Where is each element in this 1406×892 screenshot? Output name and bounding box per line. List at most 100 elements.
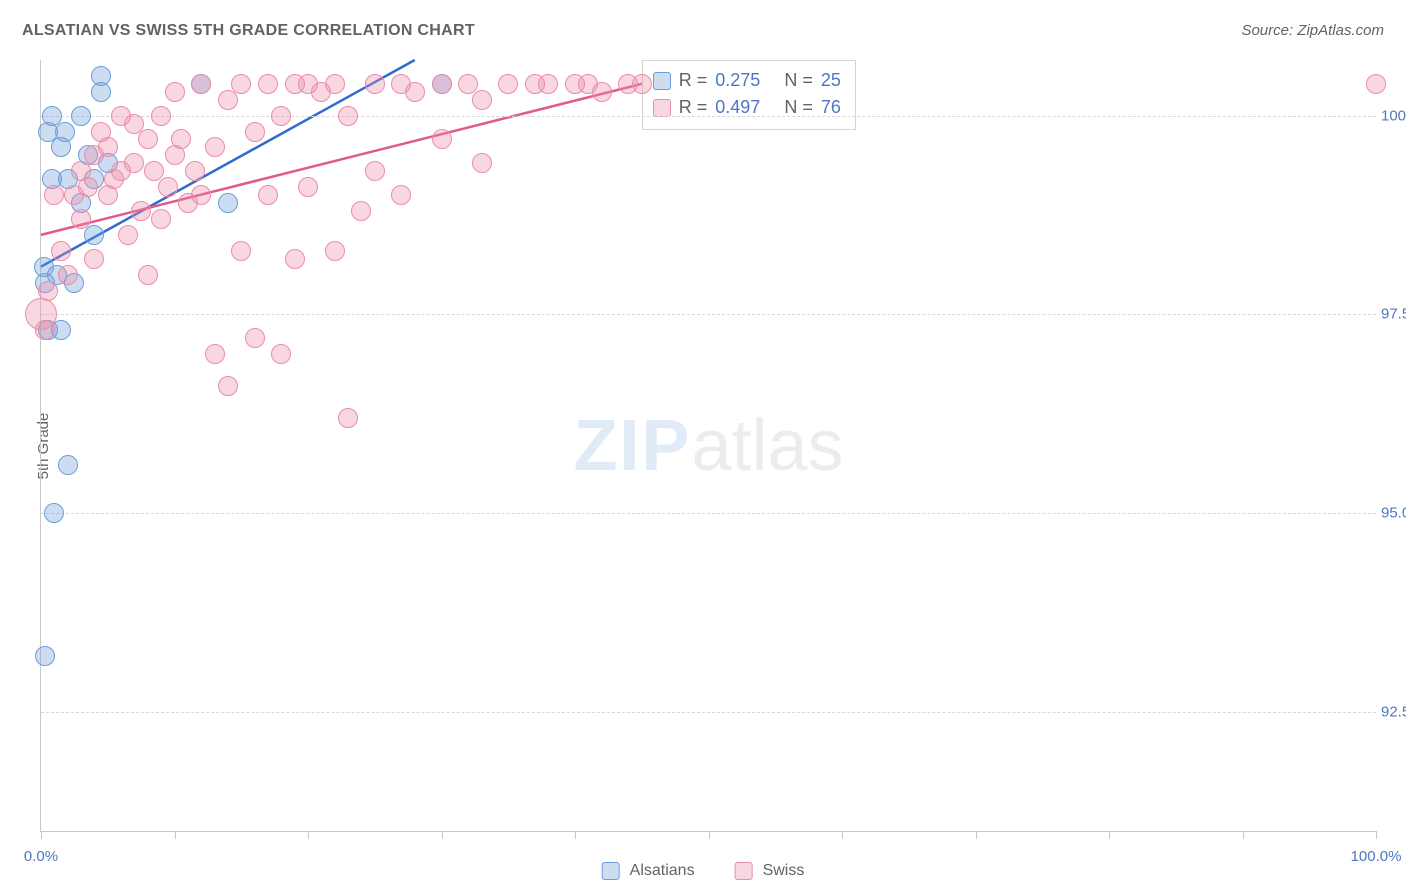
legend-swatch (602, 862, 620, 880)
swiss-point (391, 185, 411, 205)
swiss-point (472, 153, 492, 173)
swiss-point (325, 74, 345, 94)
x-tick (1243, 831, 1244, 839)
alsatians-point (91, 66, 111, 86)
y-tick-label: 97.5% (1381, 306, 1406, 323)
swiss-point (538, 74, 558, 94)
x-tick (1109, 831, 1110, 839)
swiss-point (205, 137, 225, 157)
swiss-point (218, 376, 238, 396)
swiss-point (71, 209, 91, 229)
swiss-point (258, 74, 278, 94)
n-label: N = (784, 67, 813, 94)
swiss-point (58, 265, 78, 285)
swiss-point (185, 161, 205, 181)
swiss-point (131, 201, 151, 221)
swiss-point (191, 74, 211, 94)
x-tick (976, 831, 977, 839)
legend-item-alsatians: Alsatians (602, 862, 695, 880)
swiss-point (118, 225, 138, 245)
swiss-point (325, 241, 345, 261)
swiss-point (138, 265, 158, 285)
x-tick (842, 831, 843, 839)
n-value: 25 (821, 67, 841, 94)
stats-box: R = 0.275 N = 25 R = 0.497 N = 76 (642, 60, 856, 130)
swiss-point (78, 177, 98, 197)
swiss-point (44, 185, 64, 205)
alsatians-point (84, 225, 104, 245)
r-value: 0.497 (715, 94, 760, 121)
swiss-point (218, 90, 238, 110)
swiss-point (632, 74, 652, 94)
swiss-point (191, 185, 211, 205)
bottom-legend: Alsatians Swiss (602, 862, 805, 880)
x-tick (1376, 831, 1377, 839)
r-label: R = (679, 67, 708, 94)
alsatians-point (35, 646, 55, 666)
swiss-point (285, 249, 305, 269)
y-tick-label: 95.0% (1381, 505, 1406, 522)
swiss-point (245, 328, 265, 348)
swiss-point (124, 153, 144, 173)
r-value: 0.275 (715, 67, 760, 94)
x-tick (308, 831, 309, 839)
swiss-point (298, 177, 318, 197)
swiss-point (365, 161, 385, 181)
r-label: R = (679, 94, 708, 121)
swiss-point (151, 209, 171, 229)
x-tick-label: 0.0% (24, 848, 58, 865)
swiss-point (338, 408, 358, 428)
swiss-point (138, 129, 158, 149)
swiss-point (472, 90, 492, 110)
swiss-point (231, 74, 251, 94)
alsatians-point (44, 503, 64, 523)
y-tick-label: 92.5% (1381, 703, 1406, 720)
swiss-point (205, 344, 225, 364)
x-tick-label: 100.0% (1351, 848, 1402, 865)
swiss-point (245, 122, 265, 142)
chart-title: ALSATIAN VS SWISS 5TH GRADE CORRELATION … (22, 22, 475, 40)
swiss-swatch (653, 99, 671, 117)
alsatians-point (58, 455, 78, 475)
swiss-point (592, 82, 612, 102)
legend-swatch (735, 862, 753, 880)
n-value: 76 (821, 94, 841, 121)
swiss-point (1366, 74, 1386, 94)
alsatians-point (55, 122, 75, 142)
alsatians-point (71, 106, 91, 126)
swiss-point (165, 82, 185, 102)
gridline (41, 712, 1376, 713)
gridline (41, 116, 1376, 117)
regression-lines (41, 60, 1376, 831)
swiss-point (405, 82, 425, 102)
swiss-point (351, 201, 371, 221)
alsatians-point (42, 106, 62, 126)
alsatians-point (218, 193, 238, 213)
alsatians-point (34, 257, 54, 277)
swiss-point (271, 106, 291, 126)
x-tick (442, 831, 443, 839)
stats-row-swiss: R = 0.497 N = 76 (653, 94, 841, 121)
swiss-point (231, 241, 251, 261)
swiss-point (432, 129, 452, 149)
swiss-point (171, 129, 191, 149)
n-label: N = (784, 94, 813, 121)
swiss-point (84, 249, 104, 269)
swiss-point (432, 74, 452, 94)
y-tick-label: 100.0% (1381, 107, 1406, 124)
x-tick (175, 831, 176, 839)
gridline (41, 513, 1376, 514)
source-text: Source: ZipAtlas.com (1241, 22, 1384, 39)
watermark: ZIPatlas (573, 405, 843, 487)
legend-label: Swiss (763, 862, 805, 880)
gridline (41, 314, 1376, 315)
legend-label: Alsatians (630, 862, 695, 880)
x-tick (575, 831, 576, 839)
swiss-point (51, 241, 71, 261)
swiss-point (38, 281, 58, 301)
swiss-point (365, 74, 385, 94)
legend-item-swiss: Swiss (735, 862, 805, 880)
scatter-plot: ZIPatlas R =0.275N =25R =0.497N =76 92.5… (40, 60, 1376, 832)
x-tick (709, 831, 710, 839)
swiss-point (35, 320, 55, 340)
